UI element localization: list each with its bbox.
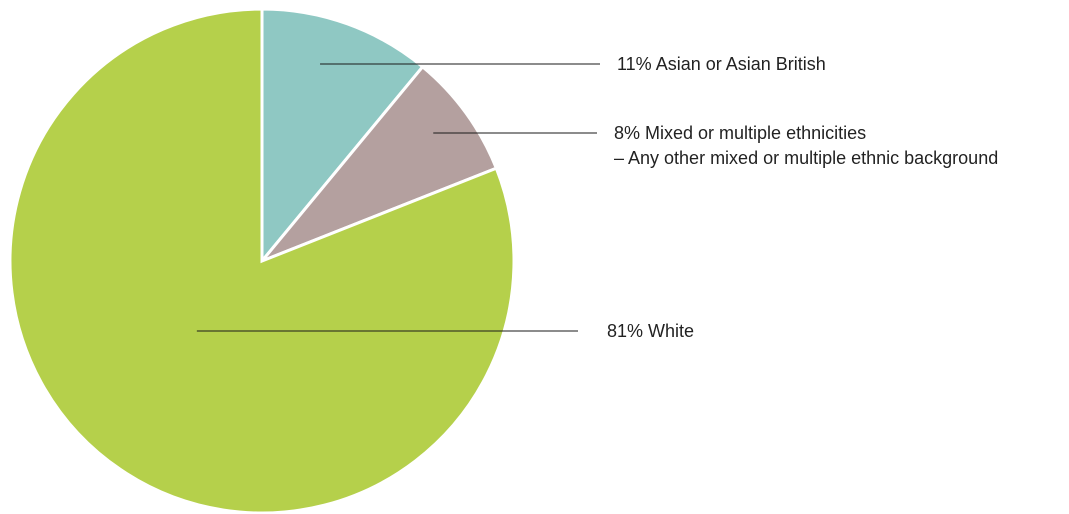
slice-label-mixed-or-multiple-ethnicities: 8% Mixed or multiple ethnicities	[614, 123, 866, 143]
slice-label-white: 81% White	[607, 321, 694, 341]
pie-slices	[8, 7, 516, 514]
pie-slice-asian-or-asian-british	[260, 7, 425, 266]
slice-label-mixed-or-multiple-ethnicities-line-2: – Any other mixed or multiple ethnic bac…	[614, 148, 998, 168]
pie-slice-white	[8, 7, 516, 514]
slice-labels: 11% Asian or Asian British 8% Mixed or mu…	[607, 54, 998, 341]
pie-slice-mixed-or-multiple-ethnicities	[260, 64, 499, 263]
leader-lines	[196, 63, 600, 332]
slice-label-asian-or-asian-british: 11% Asian or Asian British	[617, 54, 826, 74]
